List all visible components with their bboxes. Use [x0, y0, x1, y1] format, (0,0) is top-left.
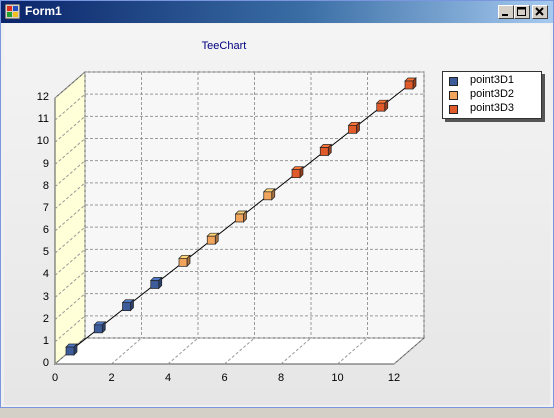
x-tick-label: 6	[221, 372, 228, 384]
grid-line-left-wall	[54, 182, 86, 210]
chart-title: TeeChart	[201, 40, 247, 52]
x-tick-label: 2	[108, 372, 115, 384]
y-tick-label: 4	[42, 268, 49, 281]
app-icon	[5, 4, 20, 19]
minimize-button[interactable]	[498, 5, 514, 19]
legend-label: point3D1	[470, 74, 515, 86]
grid-line-floor	[393, 337, 425, 365]
legend-swatch-icon	[449, 91, 458, 100]
grid-line-floor	[224, 337, 255, 365]
window-title: Form1	[25, 4, 62, 18]
grid-line-left-wall	[54, 71, 86, 99]
x-tick-label: 8	[277, 372, 285, 384]
grid-line-left-wall	[54, 204, 86, 232]
point-marker	[291, 169, 301, 179]
grid-line-left-wall	[54, 293, 86, 321]
point-marker	[263, 191, 273, 201]
point-marker	[122, 302, 131, 312]
grid-line-floor	[280, 337, 312, 365]
minimize-icon	[502, 14, 508, 16]
y-tick-label: 2	[42, 312, 49, 325]
grid-line-left-wall	[54, 315, 86, 343]
y-tick-label: 7	[42, 201, 49, 214]
point-marker	[178, 257, 188, 267]
grid-line-left-wall	[54, 138, 86, 165]
x-tick-label: 10	[331, 372, 344, 384]
close-icon	[535, 7, 544, 16]
grid-line-left-wall	[54, 226, 86, 254]
grid-line-floor	[54, 337, 86, 365]
y-tick-label: 0	[42, 357, 49, 369]
grid-line-left-wall	[54, 93, 86, 121]
point-marker	[348, 124, 357, 134]
point-marker	[150, 280, 160, 289]
grid-line-floor	[111, 337, 142, 365]
x-tick-label: 0	[51, 372, 59, 384]
legend-label: point3D2	[470, 88, 515, 100]
application-window: Form1 TeeChart point3D1 point3D2 point3	[0, 0, 554, 408]
y-tick-label: 6	[42, 224, 49, 236]
floor	[53, 337, 426, 365]
legend-swatch-icon	[449, 105, 458, 114]
point-marker	[319, 147, 329, 156]
maximize-icon	[517, 7, 526, 16]
legend-swatch-icon	[449, 77, 458, 86]
chart-canvas	[53, 70, 426, 366]
close-button[interactable]	[532, 5, 548, 19]
x-tick-label: 12	[387, 372, 401, 384]
point-marker	[376, 102, 386, 112]
grid-line-left-wall	[54, 271, 86, 298]
y-tick-label: 9	[42, 157, 49, 170]
y-tick-label: 11	[37, 113, 49, 126]
grid-line-left-wall	[54, 160, 86, 188]
point-marker	[206, 235, 216, 245]
y-tick-label: 10	[36, 135, 49, 148]
point-marker	[404, 80, 414, 90]
y-tick-label: 1	[42, 334, 49, 347]
grid-line-floor	[167, 337, 199, 365]
x-tick-label: 4	[164, 372, 172, 384]
y-tick-label: 12	[36, 91, 49, 103]
y-tick-label: 5	[42, 246, 49, 259]
grid-line-left-wall	[54, 115, 86, 143]
y-tick-label: 8	[42, 179, 49, 192]
y-tick-label: 3	[42, 290, 49, 303]
point-marker	[235, 213, 244, 223]
point-marker	[93, 324, 103, 334]
point-marker	[65, 346, 75, 356]
legend-label: point3D3	[470, 102, 515, 114]
grid-line-floor	[337, 337, 368, 365]
legend[interactable]: point3D1 point3D2 point3D3	[442, 71, 542, 119]
title-bar[interactable]: Form1	[1, 1, 553, 23]
maximize-button[interactable]	[514, 5, 530, 19]
grid-line-left-wall	[54, 248, 86, 276]
